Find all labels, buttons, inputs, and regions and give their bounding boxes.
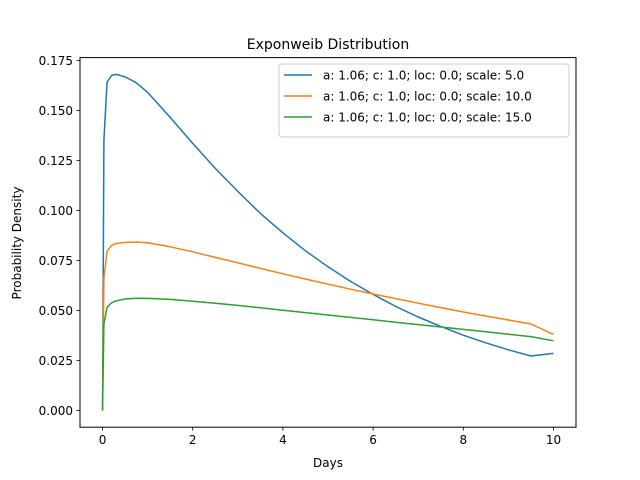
legend-box: [278, 63, 570, 138]
x-tick-label: 6: [369, 433, 377, 447]
y-axis-label: Probability Density: [10, 187, 24, 300]
legend: a: 1.06; c: 1.0; loc: 0.0; scale: 5.0 a: …: [278, 63, 570, 138]
x-tick-label: 10: [546, 433, 561, 447]
y-tick-label: 0.050: [39, 304, 73, 318]
y-tick-label: 0.075: [39, 254, 73, 268]
legend-label: a: 1.06; c: 1.0; loc: 0.0; scale: 5.0: [323, 69, 524, 83]
y-tick-label: 0.025: [39, 354, 73, 368]
series-line-1: [101, 73, 554, 411]
series-line-3: [101, 297, 554, 411]
y-tick-label: 0.100: [39, 204, 73, 218]
x-tick-label: 0: [99, 433, 107, 447]
y-tick-label: 0.150: [39, 104, 73, 118]
x-tick-label: 8: [459, 433, 467, 447]
axes-frame: [79, 57, 577, 428]
legend-label: a: 1.06; c: 1.0; loc: 0.0; scale: 10.0: [323, 90, 532, 104]
y-axis: 0.000 0.025 0.050 0.075 0.100 0.125 0.150 0.175: [39, 54, 80, 418]
y-tick-label: 0.000: [39, 404, 73, 418]
x-tick-label: 2: [189, 433, 197, 447]
chart-title: Exponweib Distribution: [247, 37, 409, 53]
series-line-2: [101, 241, 554, 411]
y-tick-label: 0.175: [39, 54, 73, 68]
x-axis: 0 2 4 6 8 10: [99, 427, 561, 447]
legend-label: a: 1.06; c: 1.0; loc: 0.0; scale: 15.0: [323, 111, 532, 125]
x-tick-label: 4: [279, 433, 287, 447]
series-layer: [101, 73, 554, 411]
x-axis-label: Days: [313, 456, 343, 470]
y-tick-label: 0.125: [39, 154, 73, 168]
